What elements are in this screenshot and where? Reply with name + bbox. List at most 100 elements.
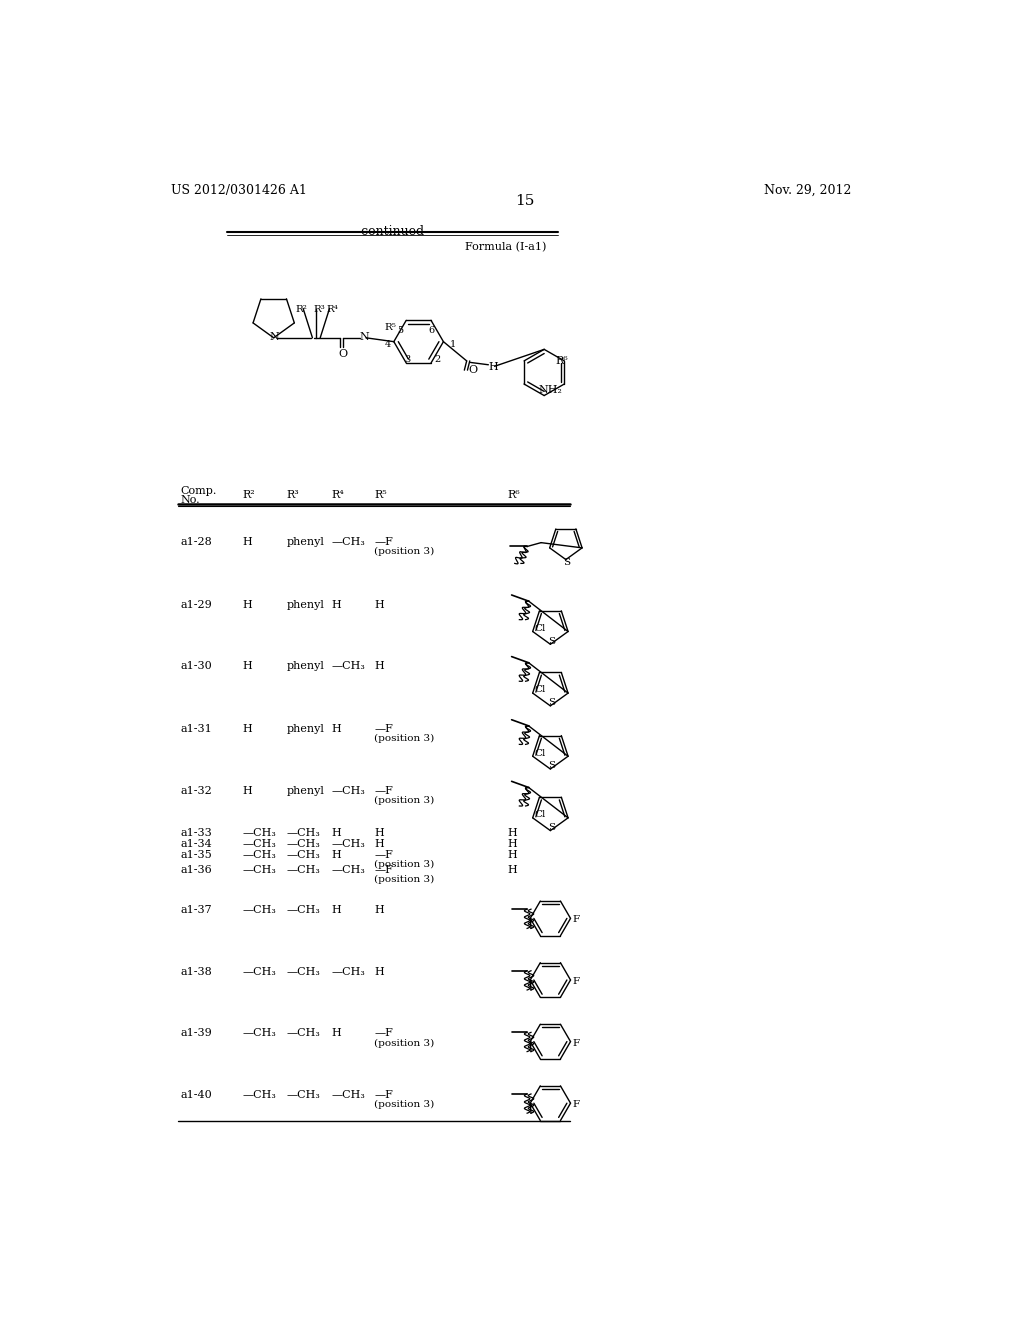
Text: H: H (375, 906, 384, 915)
Text: Cl: Cl (535, 685, 546, 694)
Text: F: F (572, 1039, 580, 1048)
Text: —F: —F (375, 537, 393, 548)
Text: a1-37: a1-37 (180, 906, 212, 915)
Text: 3: 3 (403, 355, 411, 364)
Text: Cl: Cl (535, 810, 546, 820)
Text: H: H (331, 850, 341, 859)
Text: —CH₃: —CH₃ (243, 829, 276, 838)
Text: —F: —F (375, 1090, 393, 1100)
Text: —CH₃: —CH₃ (287, 840, 321, 849)
Text: —F: —F (375, 850, 393, 859)
Text: 2: 2 (434, 355, 440, 364)
Text: —F: —F (375, 785, 393, 796)
Text: 4: 4 (385, 341, 391, 348)
Text: —CH₃: —CH₃ (287, 966, 321, 977)
Text: H: H (331, 725, 341, 734)
Text: N: N (270, 333, 280, 342)
Text: phenyl: phenyl (287, 785, 325, 796)
Text: H: H (375, 966, 384, 977)
Text: —CH₃: —CH₃ (287, 866, 321, 875)
Text: —CH₃: —CH₃ (243, 866, 276, 875)
Text: H: H (243, 785, 253, 796)
Text: F: F (572, 977, 580, 986)
Text: 1: 1 (450, 341, 456, 348)
Text: a1-40: a1-40 (180, 1090, 212, 1100)
Text: H: H (331, 906, 341, 915)
Text: (position 3): (position 3) (375, 796, 435, 805)
Text: —CH₃: —CH₃ (287, 829, 321, 838)
Text: H: H (243, 661, 253, 671)
Text: a1-28: a1-28 (180, 537, 212, 548)
Text: a1-39: a1-39 (180, 1028, 212, 1039)
Text: a1-35: a1-35 (180, 850, 212, 859)
Text: R²: R² (243, 490, 255, 500)
Text: phenyl: phenyl (287, 661, 325, 671)
Text: 15: 15 (515, 194, 535, 207)
Text: —CH₃: —CH₃ (243, 1028, 276, 1039)
Text: —CH₃: —CH₃ (331, 785, 365, 796)
Text: No.: No. (180, 495, 201, 504)
Text: —F: —F (375, 866, 393, 875)
Text: 6: 6 (429, 326, 435, 335)
Text: (position 3): (position 3) (375, 1100, 435, 1109)
Text: —CH₃: —CH₃ (243, 850, 276, 859)
Text: —CH₃: —CH₃ (331, 1090, 365, 1100)
Text: —F: —F (375, 1028, 393, 1039)
Text: H: H (488, 362, 498, 372)
Text: Cl: Cl (535, 624, 546, 632)
Text: —CH₃: —CH₃ (331, 661, 365, 671)
Text: —CH₃: —CH₃ (331, 966, 365, 977)
Text: NH₂: NH₂ (538, 385, 562, 395)
Text: H: H (331, 829, 341, 838)
Text: Comp.: Comp. (180, 486, 217, 495)
Text: H: H (508, 829, 517, 838)
Text: H: H (508, 850, 517, 859)
Text: a1-36: a1-36 (180, 866, 212, 875)
Text: a1-29: a1-29 (180, 599, 212, 610)
Text: S: S (548, 698, 555, 708)
Text: S: S (563, 558, 570, 568)
Text: R⁶: R⁶ (556, 355, 568, 366)
Text: R³: R³ (313, 305, 325, 314)
Text: (position 3): (position 3) (375, 734, 435, 743)
Text: R³: R³ (287, 490, 300, 500)
Text: a1-30: a1-30 (180, 661, 212, 671)
Text: (position 3): (position 3) (375, 1039, 435, 1048)
Text: H: H (375, 661, 384, 671)
Text: R⁵: R⁵ (375, 490, 387, 500)
Text: H: H (331, 1028, 341, 1039)
Text: (position 3): (position 3) (375, 875, 435, 884)
Text: —CH₃: —CH₃ (331, 866, 365, 875)
Text: —CH₃: —CH₃ (287, 850, 321, 859)
Text: O: O (338, 348, 347, 359)
Text: H: H (243, 537, 253, 548)
Text: H: H (375, 840, 384, 849)
Text: —CH₃: —CH₃ (287, 906, 321, 915)
Text: H: H (508, 866, 517, 875)
Text: S: S (548, 822, 555, 832)
Text: —CH₃: —CH₃ (331, 537, 365, 548)
Text: 5: 5 (397, 326, 403, 335)
Text: —CH₃: —CH₃ (243, 966, 276, 977)
Text: —CH₃: —CH₃ (287, 1090, 321, 1100)
Text: a1-32: a1-32 (180, 785, 212, 796)
Text: phenyl: phenyl (287, 537, 325, 548)
Text: N: N (359, 333, 370, 342)
Text: —CH₃: —CH₃ (243, 906, 276, 915)
Text: —CH₃: —CH₃ (243, 840, 276, 849)
Text: R⁶: R⁶ (508, 490, 520, 500)
Text: a1-31: a1-31 (180, 725, 212, 734)
Text: Formula (I-a1): Formula (I-a1) (465, 242, 547, 252)
Text: -continued: -continued (358, 226, 425, 239)
Text: —CH₃: —CH₃ (331, 840, 365, 849)
Text: a1-38: a1-38 (180, 966, 212, 977)
Text: (position 3): (position 3) (375, 859, 435, 869)
Text: US 2012/0301426 A1: US 2012/0301426 A1 (171, 183, 306, 197)
Text: S: S (548, 762, 555, 771)
Text: H: H (508, 840, 517, 849)
Text: F: F (572, 1100, 580, 1109)
Text: phenyl: phenyl (287, 599, 325, 610)
Text: S: S (548, 636, 555, 645)
Text: (position 3): (position 3) (375, 548, 435, 556)
Text: H: H (375, 829, 384, 838)
